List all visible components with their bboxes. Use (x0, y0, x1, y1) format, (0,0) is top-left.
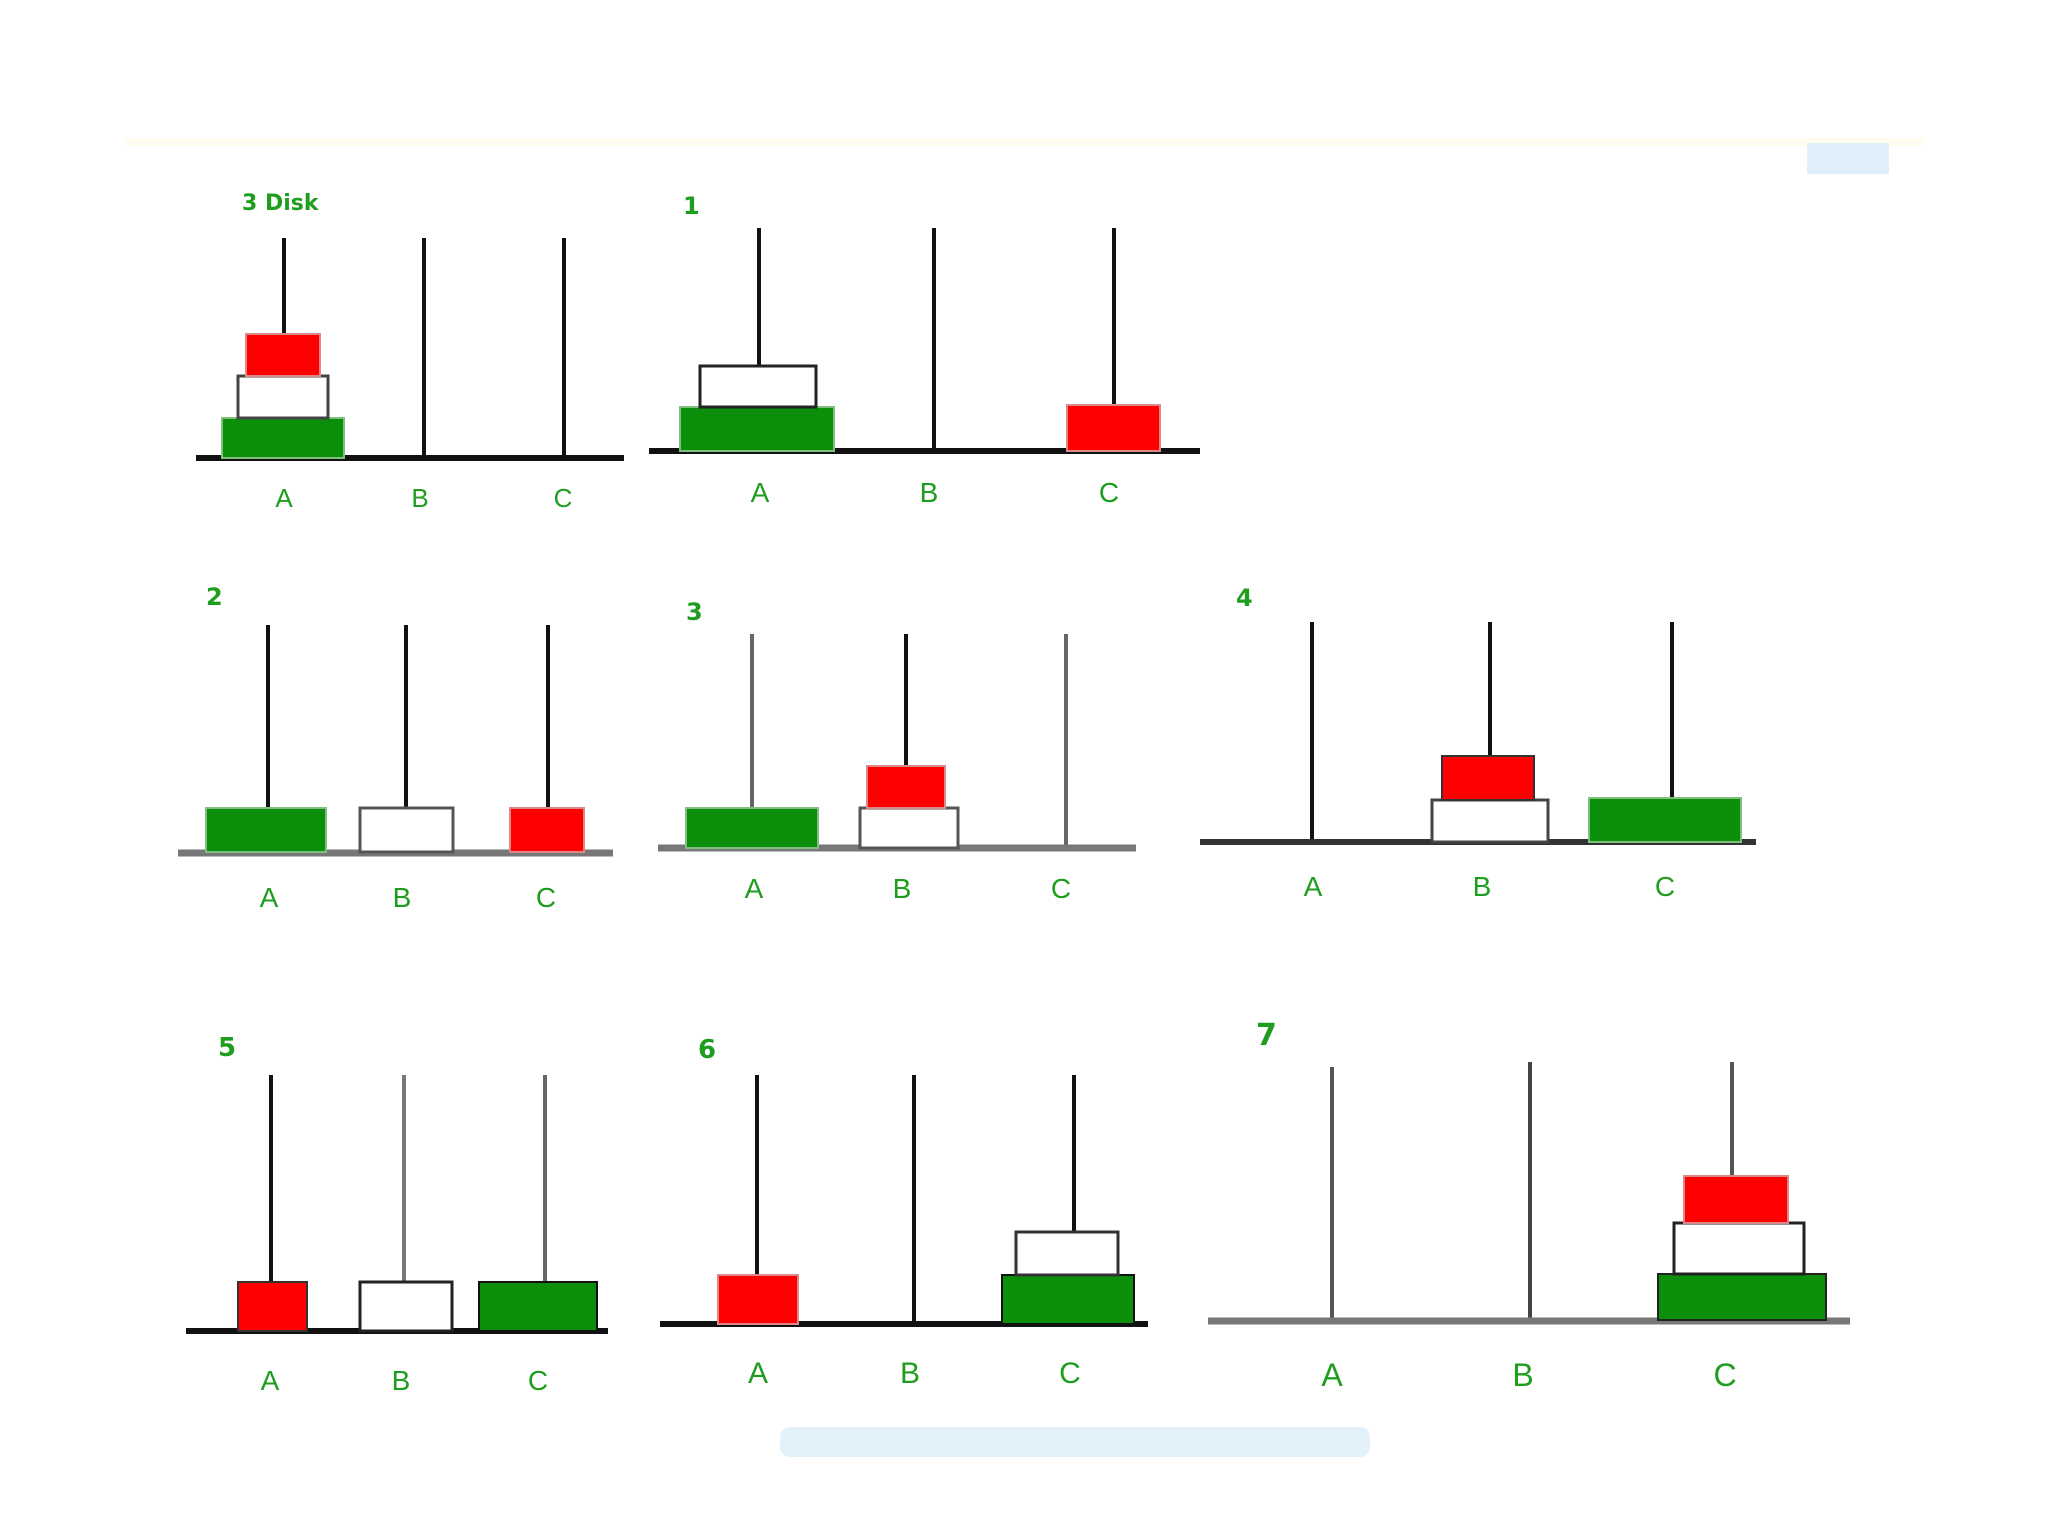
panel-label: 3 Disk (242, 191, 320, 216)
panel-label: 4 (1236, 584, 1253, 612)
panel-label: 3 (686, 598, 703, 626)
panel-move-7: 7 A B C (1208, 1018, 1850, 1393)
disk-small (717, 1274, 799, 1325)
disk-medium (858, 806, 960, 850)
disk-small (1441, 755, 1535, 801)
panel-label: 7 (1256, 1018, 1277, 1053)
disk-large (1657, 1273, 1827, 1321)
peg-label-b: B (1512, 1357, 1533, 1393)
top-right-blue-bar (1807, 143, 1889, 174)
disk-large (1001, 1274, 1135, 1325)
disk-large (1588, 797, 1742, 843)
disk-medium (1430, 798, 1550, 844)
disk-small (866, 765, 946, 809)
disk-large (478, 1281, 598, 1332)
peg-label-a: A (275, 483, 293, 513)
peg-label-c: C (536, 882, 556, 913)
peg-label-a: A (1321, 1357, 1343, 1393)
disk-large (679, 406, 835, 452)
disk-medium (1672, 1221, 1806, 1276)
panel-move-1: 1 A B C (649, 192, 1200, 508)
panel-label: 2 (206, 583, 223, 611)
disk-medium (236, 374, 330, 420)
disk-small (245, 333, 321, 377)
peg-label-c: C (1059, 1357, 1081, 1390)
peg-label-c: C (528, 1365, 548, 1396)
disk-small (1683, 1175, 1789, 1224)
peg-label-b: B (411, 483, 428, 513)
peg-label-a: A (748, 1357, 768, 1390)
peg-label-a: A (1304, 871, 1323, 902)
peg-label-b: B (392, 1365, 411, 1396)
disk-medium (1014, 1230, 1120, 1277)
peg-label-b: B (900, 1357, 920, 1390)
disk-large (685, 807, 819, 849)
peg-label-a: A (751, 477, 770, 508)
disk-small (1066, 404, 1161, 452)
peg-label-c: C (1713, 1357, 1736, 1393)
panel-move-4: 4 A B C (1200, 584, 1756, 902)
bottom-blue-bar (780, 1427, 1370, 1457)
disk-small (509, 807, 585, 853)
disk-large (205, 807, 327, 853)
panel-move-6: 6 A B C (660, 1035, 1148, 1390)
peg-label-b: B (1473, 871, 1492, 902)
peg-label-b: B (893, 873, 912, 904)
top-faint-band (125, 138, 1925, 146)
peg-label-c: C (1655, 871, 1675, 902)
panel-label: 1 (683, 192, 700, 220)
panel-label: 6 (698, 1035, 716, 1065)
panel-move-5: 5 A B C (186, 1033, 608, 1396)
peg-label-a: A (261, 1365, 280, 1396)
peg-label-a: A (260, 882, 279, 913)
peg-label-c: C (554, 483, 573, 513)
disk-medium (698, 364, 818, 409)
peg-label-a: A (745, 873, 764, 904)
panel-3-disk: 3 Disk A B C (196, 191, 624, 513)
peg-label-c: C (1051, 873, 1071, 904)
panel-label: 5 (218, 1033, 236, 1063)
disk-medium (358, 1280, 454, 1333)
disk-medium (358, 806, 455, 854)
peg-label-b: B (920, 477, 939, 508)
panel-move-3: 3 A B C (658, 598, 1136, 904)
disk-small (237, 1281, 308, 1332)
peg-label-c: C (1099, 477, 1119, 508)
peg-label-b: B (393, 882, 412, 913)
panel-move-2: 2 A B C (178, 583, 613, 913)
disk-large (221, 417, 345, 459)
